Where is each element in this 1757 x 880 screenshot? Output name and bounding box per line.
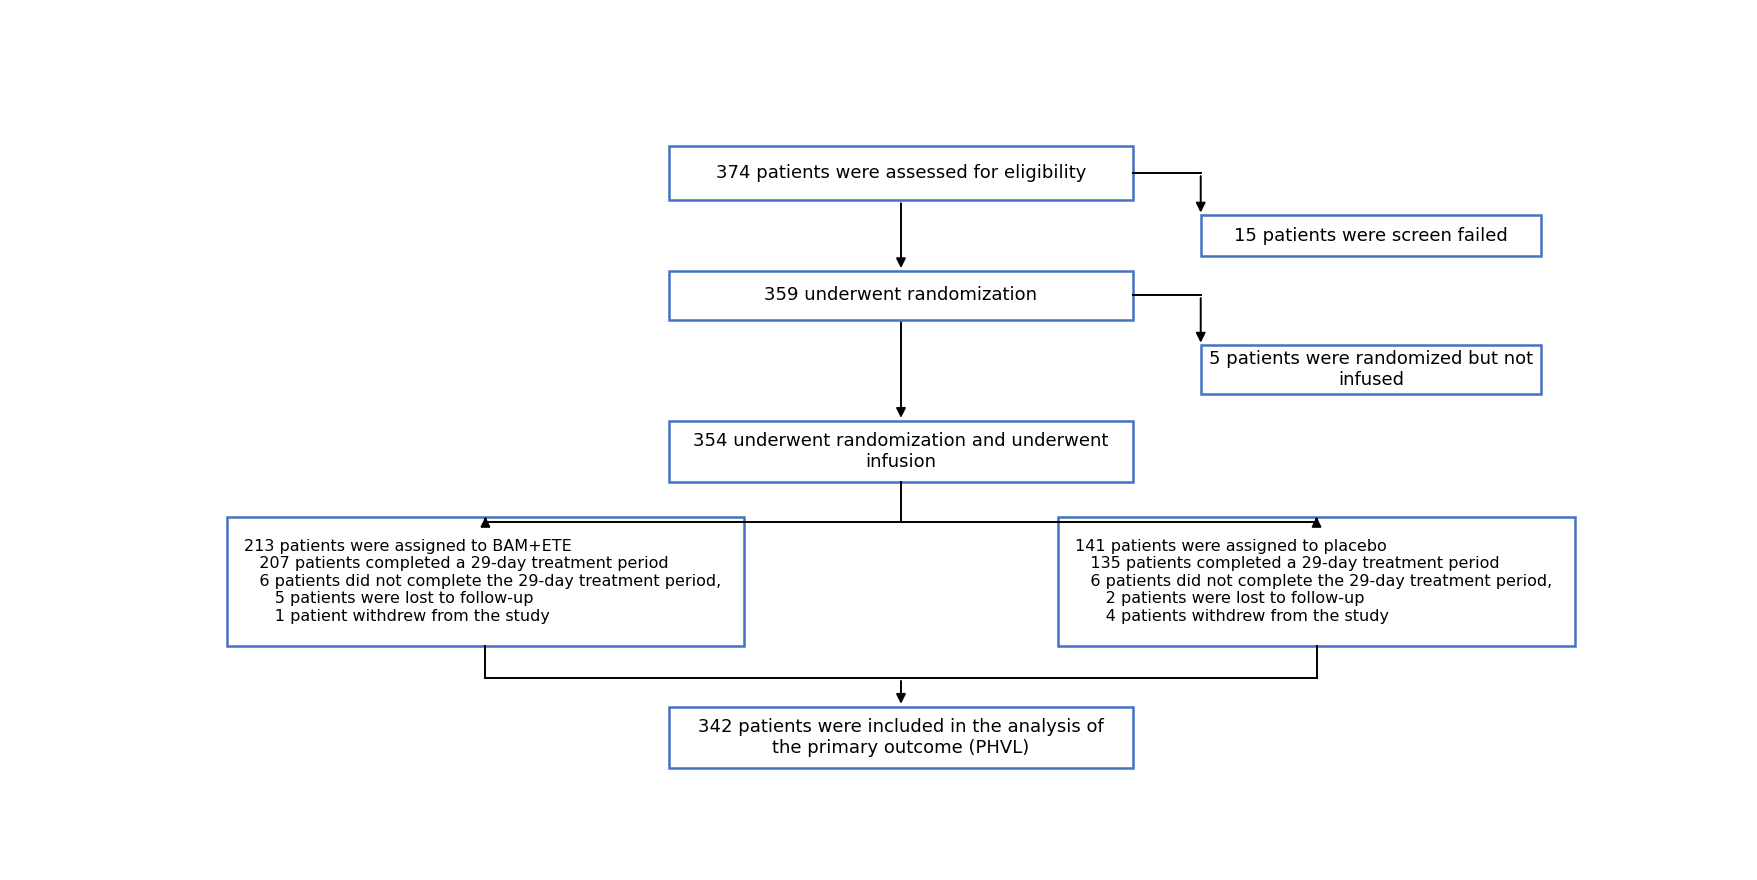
Text: 15 patients were screen failed: 15 patients were screen failed <box>1233 227 1508 245</box>
Text: 5 patients were randomized but not
infused: 5 patients were randomized but not infus… <box>1209 350 1532 389</box>
Text: 374 patients were assessed for eligibility: 374 patients were assessed for eligibili… <box>715 165 1086 182</box>
FancyBboxPatch shape <box>1200 346 1541 394</box>
FancyBboxPatch shape <box>669 271 1132 319</box>
FancyBboxPatch shape <box>1200 216 1541 256</box>
FancyBboxPatch shape <box>669 146 1132 201</box>
Text: 141 patients were assigned to placebo
   135 patients completed a 29-day treatme: 141 patients were assigned to placebo 13… <box>1075 539 1551 624</box>
FancyBboxPatch shape <box>669 707 1132 767</box>
Text: 213 patients were assigned to BAM+ETE
   207 patients completed a 29-day treatme: 213 patients were assigned to BAM+ETE 20… <box>244 539 720 624</box>
Text: 359 underwent randomization: 359 underwent randomization <box>764 286 1037 304</box>
FancyBboxPatch shape <box>669 421 1132 481</box>
Text: 342 patients were included in the analysis of
the primary outcome (PHVL): 342 patients were included in the analys… <box>698 718 1103 757</box>
Text: 354 underwent randomization and underwent
infusion: 354 underwent randomization and underwen… <box>692 432 1109 471</box>
FancyBboxPatch shape <box>227 517 743 646</box>
FancyBboxPatch shape <box>1058 517 1574 646</box>
